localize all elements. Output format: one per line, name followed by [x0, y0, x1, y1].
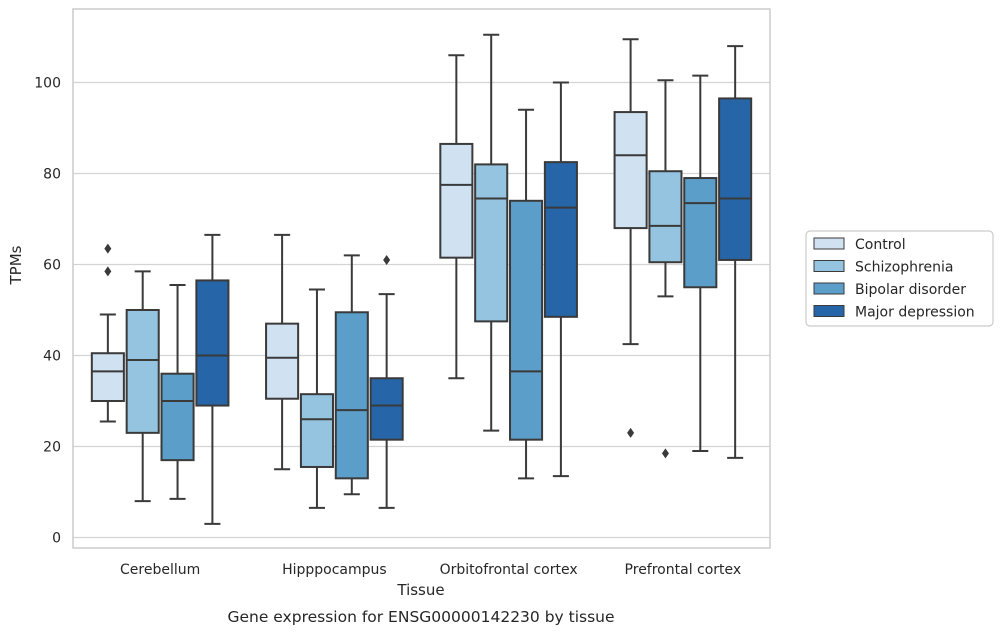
iqr-box	[369, 377, 404, 441]
box-plot	[265, 233, 300, 471]
iqr-box	[718, 97, 753, 261]
x-tick-label: Cerebellum	[120, 562, 200, 578]
box-plot	[195, 233, 230, 525]
box-plot	[613, 38, 648, 438]
y-tick-label: 80	[43, 167, 61, 183]
outlier-point	[661, 448, 669, 459]
chart-caption: Gene expression for ENSG00000142230 by t…	[227, 608, 614, 626]
iqr-box	[334, 311, 369, 480]
box-plot	[299, 288, 334, 509]
iqr-box	[125, 309, 160, 434]
box-plot	[439, 54, 474, 380]
box-plot	[369, 254, 404, 509]
box-plots	[90, 33, 753, 525]
iqr-box	[90, 352, 125, 403]
box-plot	[474, 33, 509, 432]
iqr-box	[509, 199, 544, 441]
legend-swatch	[813, 305, 845, 317]
iqr-box	[683, 177, 718, 289]
legend-label: Control	[855, 237, 906, 253]
legend-label: Bipolar disorder	[855, 282, 966, 298]
legend: Control Schizophrenia Bipolar disorder Majo…	[805, 230, 994, 327]
iqr-box	[195, 279, 230, 407]
iqr-box	[543, 161, 578, 318]
legend-swatch	[813, 237, 845, 250]
x-tick-label: Hipppocampus	[282, 562, 387, 578]
legend-label: Schizophrenia	[855, 260, 953, 276]
box-plot	[334, 254, 369, 496]
x-tick-labels: Cerebellum Hipppocampus Orbitofrontal cort…	[120, 562, 741, 578]
box-plot	[683, 74, 718, 453]
iqr-box	[299, 393, 334, 468]
y-tick-label: 40	[43, 349, 61, 365]
box-plot	[509, 108, 544, 480]
y-tick-labels: 0 20 40 60 80 100	[34, 76, 61, 547]
box-plot	[718, 45, 753, 459]
x-axis-label: Tissue	[396, 581, 444, 599]
box-plot	[543, 81, 578, 478]
outlier-point	[104, 243, 112, 254]
x-tick-label: Orbitofrontal cortex	[440, 562, 578, 578]
outlier-point	[383, 254, 391, 265]
iqr-box	[648, 170, 683, 264]
box-plot	[125, 270, 160, 503]
box-plot	[160, 283, 195, 500]
y-tick-label: 60	[43, 258, 61, 274]
legend-frame	[805, 230, 994, 327]
outlier-point	[627, 427, 635, 438]
y-axis-label: TPMs	[7, 245, 25, 285]
legend-swatch	[813, 282, 845, 295]
box-plot	[90, 243, 125, 423]
x-tick-label: Prefrontal cortex	[625, 562, 742, 578]
box-plot	[648, 79, 683, 459]
y-tick-label: 100	[34, 76, 61, 92]
iqr-box	[160, 372, 195, 462]
iqr-box	[474, 163, 509, 323]
y-tick-label: 20	[43, 440, 61, 456]
legend-swatch	[813, 260, 845, 272]
y-tick-label: 0	[52, 531, 61, 547]
iqr-box	[439, 142, 474, 259]
outlier-point	[104, 266, 112, 277]
legend-label: Major depression	[855, 305, 975, 321]
iqr-box	[265, 322, 300, 400]
iqr-box	[613, 111, 648, 230]
plot-frame	[72, 8, 771, 549]
